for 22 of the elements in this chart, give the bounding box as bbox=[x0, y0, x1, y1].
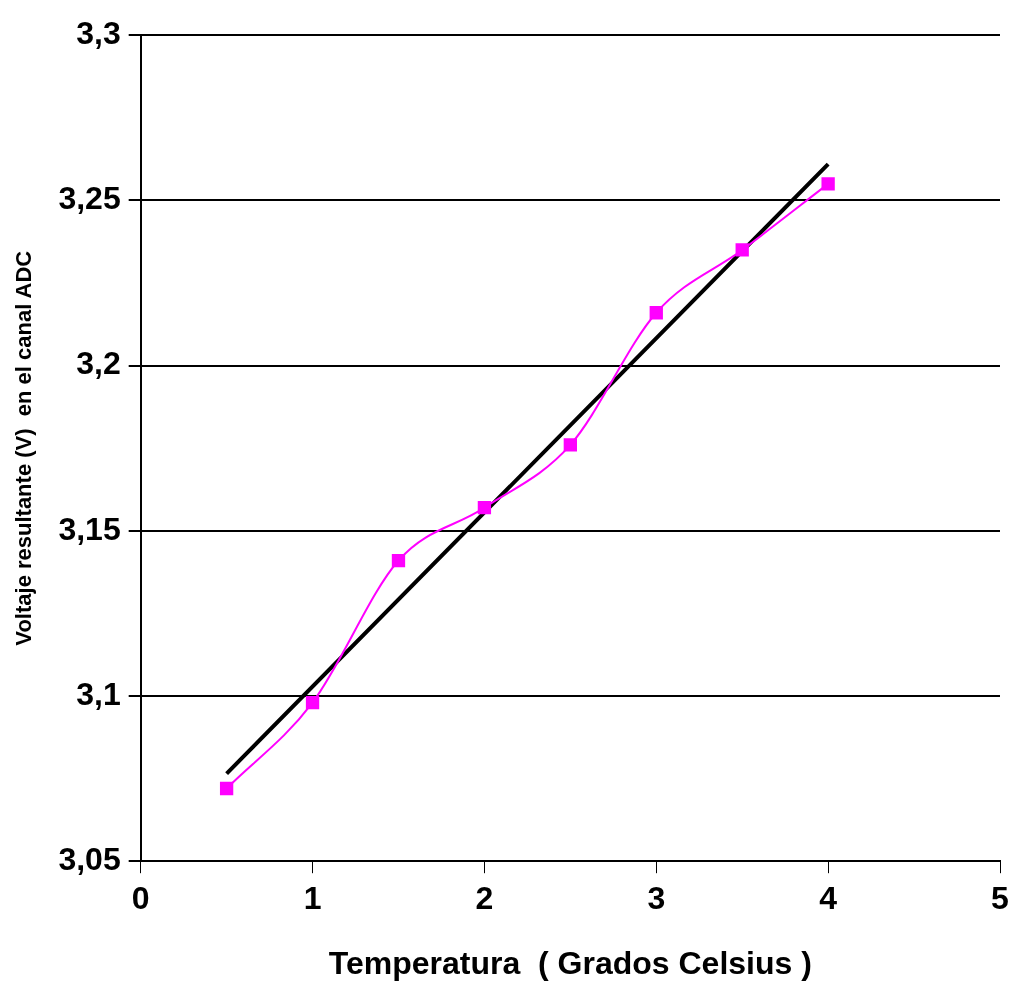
y-axis-title: Voltaje resultante (V) en el canal ADC bbox=[11, 250, 37, 646]
y-tick-label: 3,2 bbox=[76, 345, 121, 382]
x-tick-label: 5 bbox=[991, 880, 1009, 917]
point bbox=[649, 306, 663, 320]
point bbox=[305, 695, 320, 710]
x-tick-label: 4 bbox=[819, 880, 838, 917]
point bbox=[563, 438, 577, 452]
x-tick-label: 0 bbox=[131, 880, 150, 917]
y-tick-label: 3,25 bbox=[58, 180, 121, 217]
x-tick-label: 2 bbox=[475, 880, 494, 917]
point bbox=[735, 243, 749, 257]
y-tick-label: 3,3 bbox=[76, 15, 121, 52]
y-tick-label: 3,15 bbox=[58, 510, 121, 547]
point bbox=[477, 501, 492, 515]
point bbox=[219, 781, 234, 796]
x-tick-label: 1 bbox=[303, 880, 322, 917]
x-tick-label: 3 bbox=[647, 880, 666, 917]
x-axis-title: Temperatura ( Grados Celsius ) bbox=[328, 944, 812, 981]
point bbox=[391, 553, 406, 568]
point bbox=[821, 177, 835, 191]
y-tick-label: 3,1 bbox=[76, 675, 121, 712]
y-tick-label: 3,05 bbox=[58, 841, 121, 878]
